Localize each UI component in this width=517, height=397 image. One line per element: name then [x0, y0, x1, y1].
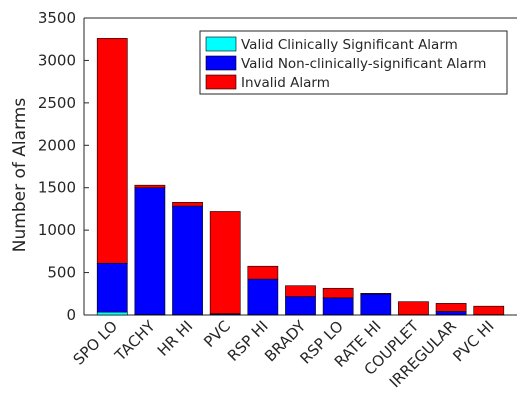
x-tick-label: TACHY	[111, 317, 160, 366]
y-tick-label: 2500	[38, 94, 76, 112]
x-tick-label: SPO LO	[70, 317, 121, 368]
bar-segment-invalid	[398, 302, 428, 315]
bar-segment-invalid	[323, 288, 353, 298]
bar-segment-invalid	[285, 286, 315, 297]
bar-segment-valid-non-significant	[135, 188, 165, 315]
x-tick-label: RSP HI	[224, 317, 272, 365]
bar-segment-valid-non-significant	[172, 206, 202, 315]
bar-segment-invalid	[97, 38, 127, 263]
bar-segment-valid-non-significant	[323, 298, 353, 315]
y-tick-label: 2000	[38, 136, 76, 154]
y-tick-label: 0	[66, 306, 76, 324]
x-tick-label: HR HI	[154, 317, 197, 360]
y-tick-label: 3500	[38, 9, 76, 27]
bar-segment-invalid	[474, 306, 504, 314]
y-tick-label: 1000	[38, 221, 76, 239]
legend-entry: Valid Non-clinically-significant Alarm	[241, 56, 486, 72]
bar-segment-invalid	[135, 185, 165, 188]
bar-segment-valid-non-significant	[248, 279, 278, 315]
bar-segment-invalid	[172, 202, 202, 206]
bar-segment-invalid	[436, 303, 466, 311]
legend-swatch	[206, 37, 236, 51]
bar-segment-invalid	[361, 293, 391, 294]
bar-segment-valid-non-significant	[361, 294, 391, 315]
bar-segment-valid-non-significant	[285, 297, 315, 315]
legend: Valid Clinically Significant Alarm Valid …	[200, 31, 507, 94]
legend-entry: Valid Clinically Significant Alarm	[241, 37, 458, 53]
legend-swatch	[206, 75, 236, 89]
y-tick-label: 3000	[38, 51, 76, 69]
bar-segment-valid-significant	[97, 312, 127, 315]
y-tick-label: 1500	[38, 179, 76, 197]
y-axis-label: Number of Alarms	[10, 98, 30, 253]
x-tick-label: PVC HI	[449, 317, 497, 365]
bar-segment-valid-non-significant	[436, 311, 466, 314]
bar-segment-invalid	[210, 211, 240, 313]
legend-entry: Invalid Alarm	[241, 75, 330, 91]
bar-segment-invalid	[248, 266, 278, 279]
bar-segment-valid-non-significant	[97, 263, 127, 312]
y-tick-label: 500	[47, 264, 76, 282]
legend-swatch	[206, 56, 236, 70]
